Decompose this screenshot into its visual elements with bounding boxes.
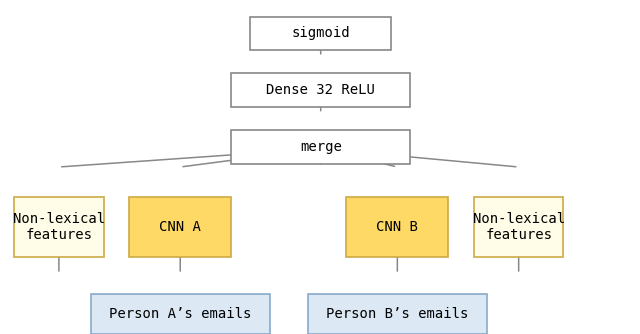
FancyBboxPatch shape xyxy=(231,130,410,164)
Text: Person A’s emails: Person A’s emails xyxy=(109,307,252,321)
Text: CNN A: CNN A xyxy=(159,220,201,234)
FancyBboxPatch shape xyxy=(231,73,410,107)
FancyBboxPatch shape xyxy=(14,197,104,257)
FancyBboxPatch shape xyxy=(474,197,563,257)
Text: Non-lexical
features: Non-lexical features xyxy=(13,212,105,242)
Text: CNN B: CNN B xyxy=(376,220,419,234)
FancyBboxPatch shape xyxy=(250,17,391,50)
Text: Non-lexical
features: Non-lexical features xyxy=(472,212,564,242)
FancyBboxPatch shape xyxy=(91,294,269,334)
Text: sigmoid: sigmoid xyxy=(291,26,350,40)
Text: Person B’s emails: Person B’s emails xyxy=(326,307,468,321)
FancyBboxPatch shape xyxy=(308,294,487,334)
Text: Dense 32 ReLU: Dense 32 ReLU xyxy=(266,83,375,97)
FancyBboxPatch shape xyxy=(346,197,449,257)
Text: merge: merge xyxy=(300,140,342,154)
FancyBboxPatch shape xyxy=(129,197,231,257)
